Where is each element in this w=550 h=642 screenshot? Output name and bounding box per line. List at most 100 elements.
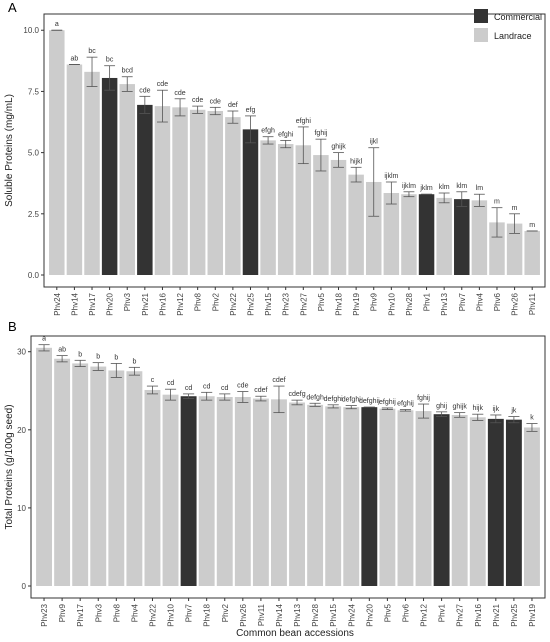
panel-b-x-tick-label: Phv13 — [293, 603, 302, 626]
panel-b-bar-phv24 — [343, 407, 360, 586]
panel-b-x-tick-label: Phv10 — [167, 603, 176, 626]
panel-b-x-tick-label: Phv1 — [438, 603, 447, 622]
panel-a-significance-label: efgh — [261, 128, 275, 135]
panel-b-x-tick-label: Phv14 — [275, 603, 284, 626]
panel-a-bar-phv8 — [189, 109, 206, 276]
panel-b-x-tick-label: Phv9 — [58, 603, 67, 622]
panel-a-significance-label: m — [494, 199, 500, 206]
panel-a-x-tick-label: Phv20 — [106, 292, 115, 315]
panel-a-bar-phv7 — [454, 199, 470, 275]
panel-a-x-tick-label: Phv27 — [299, 292, 308, 315]
panel-b-bar-phv28 — [307, 404, 324, 586]
panel-b-x-tick-label: Phv28 — [311, 603, 320, 626]
panel-b-significance-label: hijk — [472, 405, 483, 412]
panel-a-significance-label: m — [512, 205, 518, 212]
legend-label-landrace: Landrace — [494, 31, 532, 41]
panel-a-bar-phv2 — [207, 111, 224, 275]
panel-b-significance-label: ghijk — [452, 404, 467, 411]
panel-b-x-tick-label: Phv24 — [347, 603, 356, 626]
panel-b-significance-label: cd — [185, 385, 193, 392]
panel-a-x-tick-label: Phv13 — [440, 292, 449, 315]
panel-a-bar-phv23 — [277, 144, 294, 275]
panel-b-significance-label: ghij — [436, 403, 447, 410]
panel-b-significance-label: ab — [58, 347, 66, 354]
panel-b-x-tick-label: Phv4 — [130, 603, 139, 622]
panel-b-bar-phv15 — [325, 406, 342, 586]
panel-a-significance-label: ijkl — [370, 139, 379, 146]
panel-b-significance-label: fghij — [417, 395, 430, 402]
panel-a-significance-label: m — [529, 222, 535, 229]
panel-a-y-axis-label: Soluble Proteins (mg/mL) — [4, 94, 15, 207]
panel-b-significance-label: efghij — [397, 401, 414, 408]
panel-a-x-tick-label: Phv3 — [123, 292, 132, 311]
panel-b-x-tick-label: Phv21 — [492, 603, 501, 626]
panel-b-significance-label: cde — [237, 383, 248, 390]
panel-a-bar-phv15 — [260, 140, 276, 275]
panel-a-x-tick-label: Phv10 — [387, 292, 396, 315]
panel-b-significance-label: defghij — [359, 398, 380, 405]
panel-b-bar-phv10 — [162, 394, 179, 586]
panel-a-bar-phv16 — [154, 106, 171, 275]
panel-a-x-tick-label: Phv25 — [246, 292, 255, 315]
panel-a-bar-phv24 — [49, 30, 65, 275]
panel-a-x-tick-label: Phv4 — [475, 292, 484, 311]
panel-b-significance-label: defghi — [324, 396, 344, 403]
panel-b-x-tick-label: Phv3 — [94, 603, 103, 622]
panel-b-x-tick-label: Phv26 — [239, 603, 248, 626]
panel-a-x-tick-label: Phv16 — [158, 292, 167, 315]
panel-a-x-tick-label: Phv28 — [405, 292, 414, 315]
panel-a-y-tick-label: 5.0 — [28, 149, 40, 158]
panel-b-x-tick-label: Phv17 — [76, 603, 85, 626]
panel-b-significance-label: cdef — [254, 387, 267, 394]
panel-a-x-tick-label: Phv14 — [70, 292, 79, 315]
panel-a-bar-phv4 — [471, 200, 488, 275]
panel-a-bars: 0.0 2.5 5.0 7.5 10.0 a Phv24 ab Phv14 bc Phv17 bc Ph… — [23, 13, 546, 316]
panel-a-significance-label: ijklm — [384, 173, 398, 180]
panel-a-bar-phv18 — [330, 159, 347, 275]
panel-b-x-tick-label: Phv2 — [221, 603, 230, 622]
panel-b-x-tick-label: Phv27 — [456, 603, 465, 626]
panel-a-y-tick-label: 0.0 — [28, 271, 40, 280]
panel-b-bars: 0 10 20 30 a Phv23 ab Phv9 b Phv17 b Phv3 b Phv8 b Phv4… — [17, 335, 546, 627]
panel-b-significance-label: cdef — [272, 377, 285, 384]
panel-a-significance-label: lm — [476, 185, 484, 192]
panel-a-significance-label: bc — [88, 48, 96, 55]
panel-b-x-tick-label: Phv8 — [112, 603, 121, 622]
panel-a-x-tick-label: Phv24 — [53, 292, 62, 315]
panel-b-significance-label: b — [96, 354, 100, 361]
panel-a-significance-label: efg — [246, 107, 256, 114]
panel-b-significance-label: a — [42, 336, 46, 343]
panel-a-significance-label: efghi — [278, 131, 294, 138]
panel-b-bar-phv12 — [415, 411, 432, 586]
panel-a-bar-phv6 — [489, 222, 505, 275]
panel-a-significance-label: klm — [439, 184, 450, 191]
panel-a-x-tick-label: Phv2 — [211, 292, 220, 311]
panel-b-bar-phv4 — [126, 371, 143, 586]
panel-a-significance-label: ghijk — [331, 144, 346, 151]
panel-b-bar-phv27 — [451, 414, 468, 586]
panel-a-bar-phv26 — [506, 223, 523, 275]
panel-b-bar-phv6 — [397, 410, 414, 586]
panel-a-x-tick-label: Phv7 — [458, 292, 467, 311]
panel-a-label: A — [8, 0, 17, 15]
panel-a-x-tick-label: Phv1 — [423, 292, 432, 311]
panel-b-significance-label: c — [151, 377, 155, 384]
panel-a-bar-phv12 — [172, 107, 188, 275]
panel-b-bar-phv9 — [54, 358, 71, 586]
panel-b-x-tick-label: Phv20 — [365, 603, 374, 626]
panel-a-x-tick-label: Phv9 — [370, 292, 379, 311]
panel-b-bar-phv25 — [505, 419, 522, 586]
panel-b-x-tick-label: Phv16 — [474, 603, 483, 626]
panel-b: B Total Proteins (g/100g seed) 0 10 20 30 a P… — [4, 319, 546, 627]
panel-b-y-axis-label: Total Proteins (g/100g seed) — [4, 404, 15, 529]
panel-a-bar-phv3 — [119, 84, 135, 275]
legend-swatch-commercial — [474, 9, 488, 23]
panel-b-x-tick-label: Phv6 — [401, 603, 410, 622]
panel-b-significance-label: b — [132, 358, 136, 365]
panel-b-significance-label: defghi — [342, 397, 362, 404]
panel-a-significance-label: def — [228, 102, 238, 109]
panel-b-x-tick-label: Phv5 — [383, 603, 392, 622]
legend-label-commercial: Commercial — [494, 12, 542, 22]
panel-a-bar-phv9 — [365, 181, 382, 275]
